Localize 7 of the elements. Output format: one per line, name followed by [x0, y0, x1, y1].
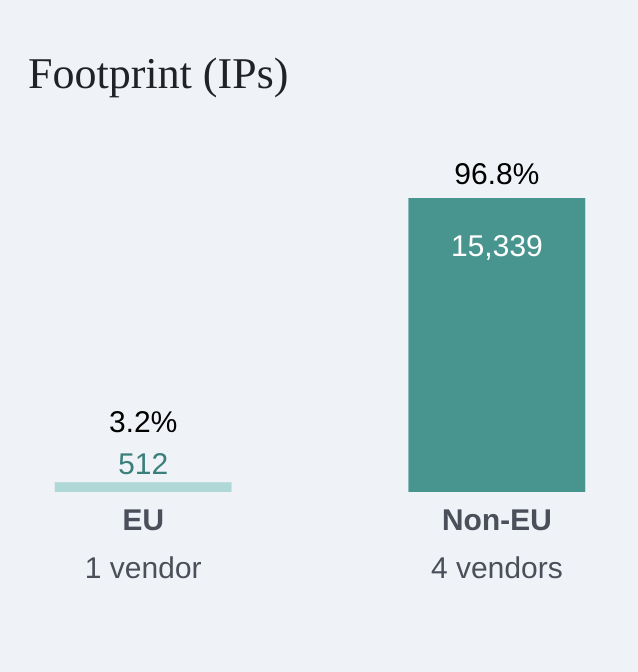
x-tick-label: Non-EU 4 vendors: [430, 504, 563, 585]
annotation: 3.2%: [108, 406, 178, 440]
data-label: 512: [118, 448, 168, 482]
x-tick-label: EU 1 vendor: [84, 504, 202, 585]
data-label: 15,339: [450, 230, 543, 263]
annotation: 96.8%: [454, 158, 540, 191]
chart-title: Footprint (IPs): [28, 49, 288, 98]
